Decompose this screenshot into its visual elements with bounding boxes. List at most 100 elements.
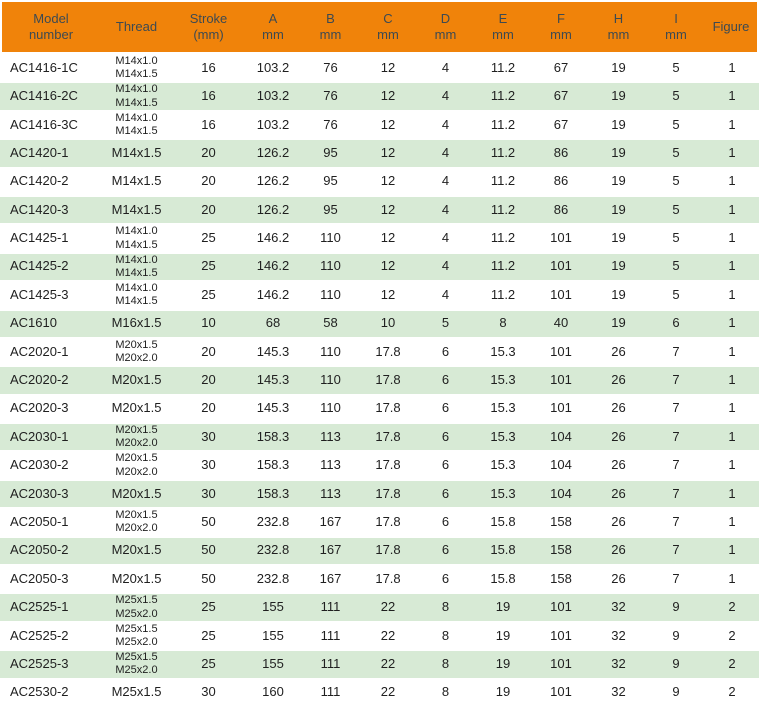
cell-d: 4 [417,196,474,226]
cell-c: 12 [359,111,417,141]
cell-b: 110 [302,367,359,396]
cell-d: 8 [417,622,474,652]
cell-a: 155 [244,622,302,652]
table-row-AC2030-2: AC2030-2 M20x1.5 M20x2.0 30 158.3 113 17.8 6 15.… [0,452,759,481]
cell-model: AC2525-2 [0,622,100,652]
cell-figure: 1 [705,282,759,311]
cell-f: 86 [532,168,590,197]
cell-e: 15.3 [474,338,532,368]
cell-thread: M20x1.5 [100,480,173,510]
cell-thread: M14x1.0 M14x1.5 [100,111,173,141]
cell-f: 101 [532,395,590,425]
cell-c: 17.8 [359,566,417,595]
cell-model: AC2030-3 [0,480,100,510]
cell-model: AC1425-3 [0,282,100,311]
cell-c: 17.8 [359,509,417,538]
cell-b: 76 [302,55,359,84]
cell-h: 32 [590,679,647,708]
cell-h: 19 [590,282,647,311]
cell-c: 22 [359,679,417,708]
cell-b: 111 [302,679,359,708]
cell-model: AC2020-2 [0,367,100,396]
cell-figure: 2 [705,622,759,652]
table-row-AC2530-2: AC2530-2 M25x1.5 30 160 111 22 8 19 101 32 9 2 [0,679,759,708]
cell-a: 145.3 [244,395,302,425]
cell-e: 15.3 [474,480,532,510]
cell-d: 8 [417,594,474,623]
cell-b: 111 [302,622,359,652]
cell-f: 101 [532,225,590,254]
table-row-AC2020-3: AC2020-3 M20x1.5 20 145.3 110 17.8 6 15.3 101 26 7… [0,395,759,425]
cell-d: 6 [417,509,474,538]
cell-i: 5 [647,140,705,169]
cell-thread: M20x1.5 [100,537,173,567]
cell-thread: M16x1.5 [100,310,173,339]
cell-figure: 1 [705,509,759,538]
cell-d: 6 [417,452,474,481]
cell-d: 4 [417,140,474,169]
cell-h: 19 [590,168,647,197]
cell-f: 104 [532,424,590,453]
column-header-figure: Figure [705,0,759,55]
cell-e: 11.2 [474,140,532,169]
cell-figure: 1 [705,140,759,169]
cell-i: 9 [647,594,705,623]
table-row-AC2050-1: AC2050-1 M20x1.5 M20x2.0 50 232.8 167 17.8 6 15.… [0,509,759,538]
cell-model: AC1420-2 [0,168,100,197]
cell-i: 5 [647,282,705,311]
cell-h: 19 [590,140,647,169]
cell-b: 76 [302,111,359,141]
cell-b: 111 [302,651,359,680]
cell-b: 76 [302,83,359,112]
cell-e: 19 [474,651,532,680]
cell-thread: M20x1.5 [100,566,173,595]
cell-e: 19 [474,594,532,623]
cell-e: 11.2 [474,55,532,84]
cell-i: 5 [647,225,705,254]
cell-c: 12 [359,196,417,226]
table-row-AC2525-3: AC2525-3 M25x1.5 M25x2.0 25 155 111 22 8 19 101 32… [0,651,759,680]
cell-i: 5 [647,196,705,226]
cell-a: 146.2 [244,282,302,311]
cell-figure: 1 [705,480,759,510]
cell-e: 15.8 [474,509,532,538]
cell-e: 15.3 [474,367,532,396]
cell-a: 160 [244,679,302,708]
cell-thread: M14x1.5 [100,140,173,169]
cell-figure: 1 [705,225,759,254]
cell-b: 167 [302,509,359,538]
cell-a: 158.3 [244,480,302,510]
cell-d: 6 [417,480,474,510]
table-row-AC2020-2: AC2020-2 M20x1.5 20 145.3 110 17.8 6 15.3 101 26 7… [0,367,759,396]
cell-thread: M14x1.5 [100,168,173,197]
cell-figure: 1 [705,424,759,453]
cell-figure: 1 [705,395,759,425]
cell-a: 126.2 [244,196,302,226]
cell-stroke: 30 [173,424,244,453]
cell-stroke: 25 [173,622,244,652]
cell-a: 232.8 [244,537,302,567]
table-row-AC1425-2: AC1425-2 M14x1.0 M14x1.5 25 146.2 110 12 4 11.2 1… [0,253,759,283]
cell-model: AC2030-2 [0,452,100,481]
cell-d: 5 [417,310,474,339]
cell-b: 113 [302,480,359,510]
cell-i: 7 [647,509,705,538]
cell-figure: 1 [705,452,759,481]
cell-a: 232.8 [244,509,302,538]
cell-b: 167 [302,566,359,595]
cell-d: 6 [417,537,474,567]
cell-stroke: 16 [173,111,244,141]
cell-h: 26 [590,338,647,368]
cell-h: 32 [590,651,647,680]
cell-stroke: 20 [173,395,244,425]
cell-h: 26 [590,480,647,510]
cell-f: 86 [532,196,590,226]
cell-h: 19 [590,253,647,283]
cell-b: 110 [302,253,359,283]
cell-figure: 1 [705,168,759,197]
cell-c: 12 [359,140,417,169]
cell-figure: 1 [705,367,759,396]
